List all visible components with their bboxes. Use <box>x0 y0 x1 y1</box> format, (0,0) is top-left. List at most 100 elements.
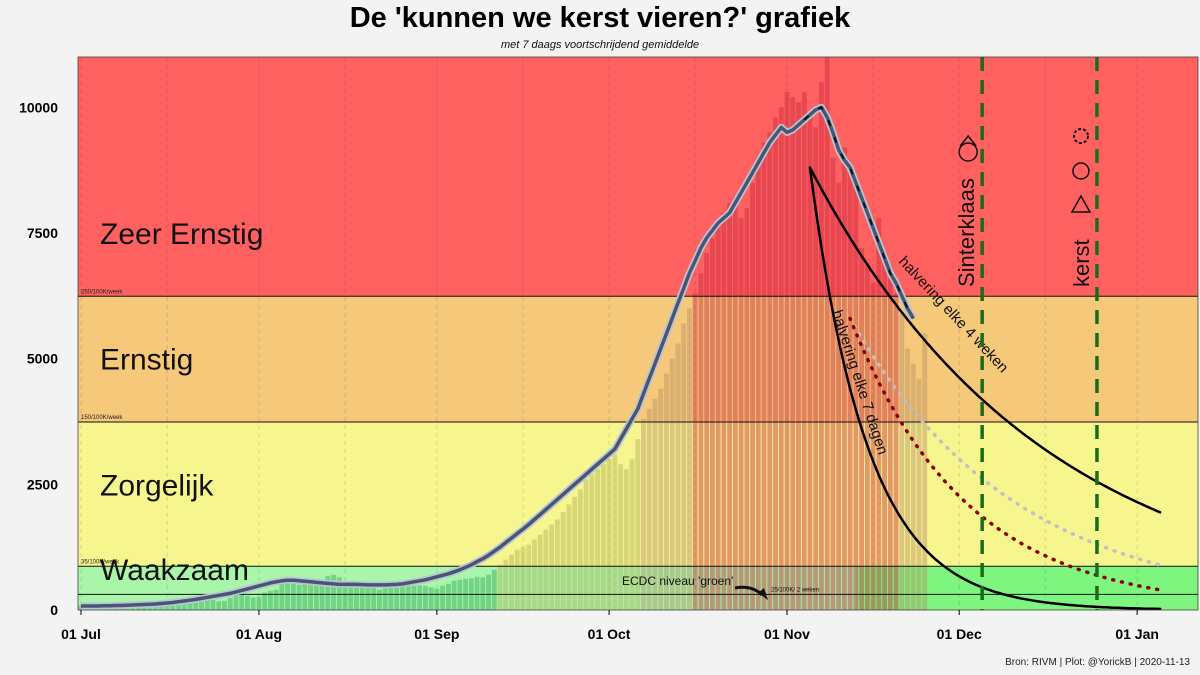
y-tick-label: 2500 <box>27 476 58 492</box>
case-bar <box>681 323 687 610</box>
case-bar <box>417 585 423 610</box>
case-bar <box>411 585 417 610</box>
case-bar <box>440 585 446 610</box>
case-bar <box>664 373 669 610</box>
x-tick-label: 01 Oct <box>588 626 631 642</box>
case-bar <box>268 590 273 610</box>
source-credit: Bron: RIVM | Plot: @YorickB | 2020-11-13 <box>1005 657 1190 668</box>
case-bar <box>784 92 790 610</box>
case-bar <box>566 504 572 610</box>
case-bar <box>422 585 428 610</box>
case-bar <box>583 479 589 610</box>
y-tick-label: 10000 <box>19 99 58 115</box>
y-tick-label: 7500 <box>27 225 58 241</box>
projection-line <box>808 166 1162 610</box>
case-bar <box>193 599 199 610</box>
case-bar <box>233 594 239 610</box>
moving-average-line <box>81 105 915 608</box>
case-bar <box>262 592 268 610</box>
case-bar <box>595 469 600 610</box>
case-bar <box>480 577 486 610</box>
ecdc-arrow-head <box>758 588 768 600</box>
case-bar <box>331 574 336 610</box>
chart-title: De 'kunnen we kerst vieren?' grafiek <box>349 2 851 34</box>
case-bar <box>572 496 578 610</box>
event-label: Sinterklaas <box>954 178 979 287</box>
case-bar <box>497 564 503 610</box>
ecdc-threshold-label: 25/100K/ 2 weken <box>771 587 819 593</box>
case-bar <box>738 217 744 610</box>
case-bar <box>532 539 537 610</box>
case-bar <box>296 584 302 610</box>
case-bar <box>216 601 222 610</box>
case-bar <box>359 583 365 610</box>
case-bar <box>486 574 491 610</box>
case-bar <box>382 588 388 610</box>
case-bar <box>692 293 698 610</box>
zone-band-zeer-ernstig <box>78 57 1198 297</box>
case-bar <box>905 348 910 610</box>
case-bar <box>222 600 227 610</box>
case-bar <box>204 598 210 610</box>
case-bar <box>187 602 193 610</box>
ecdc-annotation: ECDC niveau 'groen' <box>622 574 733 588</box>
case-bar <box>813 127 819 610</box>
case-bar <box>520 547 526 610</box>
case-bar <box>841 147 847 610</box>
threshold-label: 35/100K/week <box>81 559 120 565</box>
x-tick-label: 01 Jan <box>1115 626 1159 642</box>
case-bar <box>176 602 181 610</box>
case-bar <box>400 586 405 610</box>
case-bar <box>807 117 813 610</box>
case-bar <box>273 589 279 610</box>
x-tick-label: 01 Sep <box>414 626 459 642</box>
case-bar <box>641 418 646 610</box>
case-bar <box>285 579 291 610</box>
case-bar <box>451 580 457 610</box>
case-bar <box>543 529 549 610</box>
case-bar <box>245 595 250 610</box>
case-bar <box>549 524 555 610</box>
case-bar <box>698 273 704 610</box>
case-bar <box>445 583 451 610</box>
case-bar <box>853 182 859 610</box>
case-bar <box>623 469 629 610</box>
case-bar <box>658 388 664 610</box>
case-bar <box>239 593 245 610</box>
case-bar <box>250 597 256 610</box>
case-bar <box>319 579 325 610</box>
case-bar <box>675 343 681 610</box>
case-bar <box>727 202 733 610</box>
threshold-label: 250/100K/week <box>81 289 123 295</box>
case-bar <box>887 278 893 610</box>
case-bar <box>474 576 480 610</box>
case-bar <box>560 511 566 610</box>
case-bar <box>704 253 710 610</box>
chart-subtitle: met 7 daags voortschrijdend gemiddelde <box>500 39 700 51</box>
case-bar <box>405 586 411 610</box>
case-bar <box>348 584 354 610</box>
zone-label: Zeer Ernstig <box>100 218 263 251</box>
x-tick-label: 01 Aug <box>236 626 282 642</box>
case-bar <box>916 378 922 610</box>
case-bar <box>899 313 905 610</box>
case-bar <box>669 358 675 610</box>
case-bar <box>199 598 204 610</box>
case-bar <box>750 182 755 610</box>
case-bar <box>755 157 761 610</box>
case-bar <box>428 587 434 610</box>
christmas-tree-emoji-icon <box>1070 194 1092 213</box>
case-bar <box>302 583 308 610</box>
case-bar <box>864 263 870 610</box>
case-bar <box>313 580 319 610</box>
case-bar <box>876 217 882 610</box>
case-bar <box>922 333 928 610</box>
case-bar <box>377 589 382 610</box>
case-bar <box>371 585 377 610</box>
case-bar <box>589 474 595 610</box>
case-bar <box>893 293 899 610</box>
case-bar <box>761 142 767 610</box>
case-bar <box>767 132 773 610</box>
